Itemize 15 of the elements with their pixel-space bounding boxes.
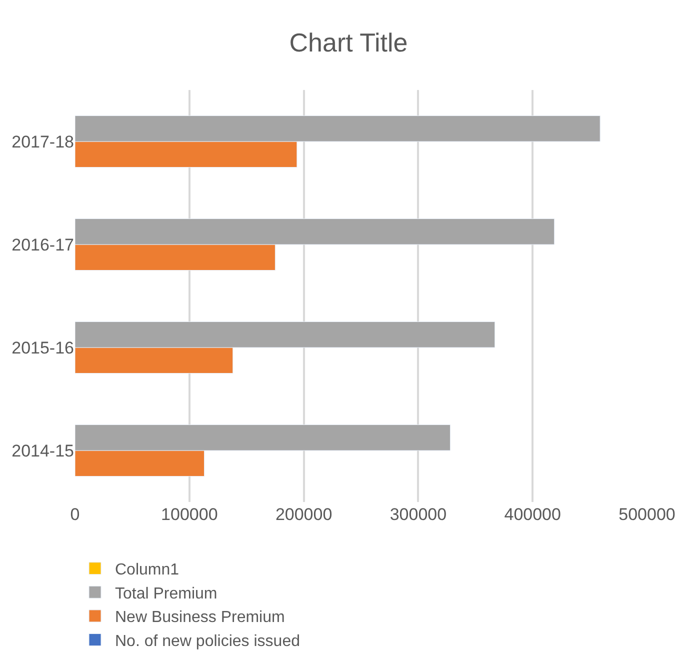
x-tick-label: 400000 [504,505,561,524]
x-tick-label: 0 [70,505,80,524]
y-tick-label: 2014-15 [12,441,74,460]
x-tick-label: 500000 [618,505,676,524]
legend-label: New Business Premium [115,609,285,626]
y-tick-label: 2016-17 [12,235,74,254]
y-tick-label: 2015-16 [12,338,74,358]
chart-title: Chart Title [289,28,408,58]
legend-label: Total Premium [115,585,218,602]
x-tick-label: 300000 [390,505,447,524]
x-tick-label: 200000 [275,505,332,524]
legend-label: Column1 [115,562,180,579]
x-tick-label: 100000 [161,505,218,524]
y-tick-label: 2017-18 [12,132,74,152]
legend-label: No. of new policies issued [115,632,300,650]
